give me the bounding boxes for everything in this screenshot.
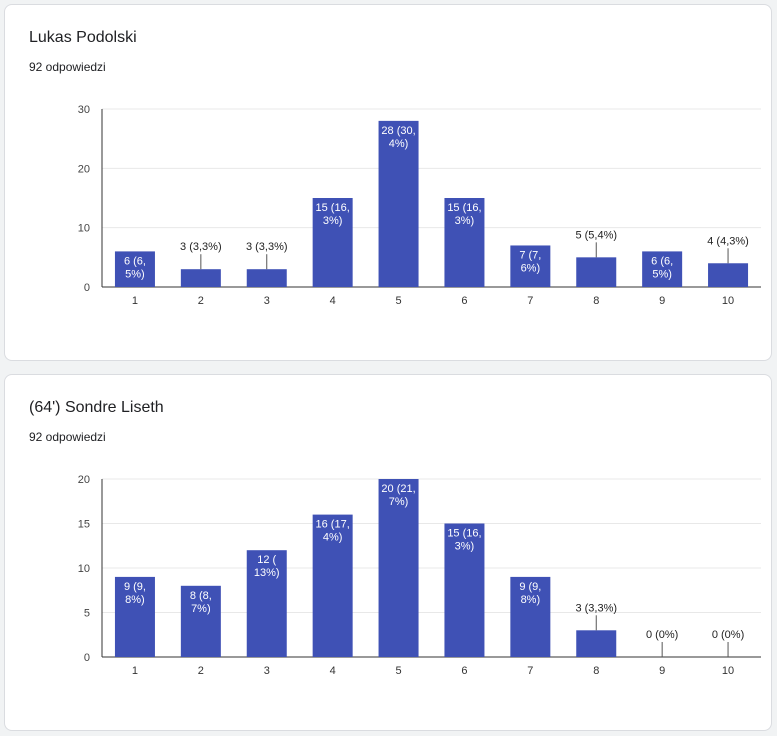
y-tick-label: 10 bbox=[78, 223, 90, 235]
bar bbox=[576, 630, 617, 657]
x-tick-label: 3 bbox=[264, 295, 270, 307]
bar bbox=[114, 576, 155, 657]
x-tick-label: 5 bbox=[395, 665, 401, 677]
x-tick-label: 4 bbox=[330, 295, 336, 307]
data-label: 7%) bbox=[191, 603, 211, 615]
data-label: 3 (3,3%) bbox=[575, 602, 617, 614]
data-label: 8%) bbox=[521, 594, 541, 606]
bar bbox=[312, 514, 353, 657]
bar bbox=[444, 523, 485, 657]
data-label: 6%) bbox=[521, 262, 541, 274]
bar bbox=[312, 198, 353, 287]
question-card-liseth: (64') Sondre Liseth 92 odpowiedzi 0 5 10 15… bbox=[4, 374, 772, 731]
y-tick-label: 15 bbox=[78, 519, 90, 531]
y-tick-label: 0 bbox=[84, 652, 90, 664]
question-card-podolski: Lukas Podolski 92 odpowiedzi 0 10 20 30 1 6 (… bbox=[4, 4, 772, 361]
y-tick-label: 20 bbox=[78, 163, 90, 175]
x-tick-label: 8 bbox=[593, 295, 599, 307]
y-tick-label: 20 bbox=[78, 474, 90, 486]
data-label: 7 (7, bbox=[519, 249, 541, 261]
data-label: 3 (3,3%) bbox=[246, 241, 288, 253]
x-tick-label: 6 bbox=[461, 295, 467, 307]
data-label: 6 (6, bbox=[651, 255, 673, 267]
x-tick-label: 7 bbox=[527, 295, 533, 307]
x-tick-label: 8 bbox=[593, 665, 599, 677]
bar bbox=[642, 251, 683, 287]
response-count: 92 odpowiedzi bbox=[29, 60, 106, 74]
data-label: 9 (9, bbox=[519, 581, 541, 593]
question-title: Lukas Podolski bbox=[29, 29, 137, 46]
data-label: 15 (16, bbox=[447, 202, 481, 214]
data-label: 12 ( bbox=[257, 554, 276, 566]
data-label: 4%) bbox=[389, 138, 409, 150]
bar bbox=[246, 269, 287, 287]
bar bbox=[180, 585, 221, 657]
x-tick-label: 3 bbox=[264, 665, 270, 677]
data-label: 4%) bbox=[323, 532, 343, 544]
bar bbox=[510, 576, 551, 657]
bar bbox=[180, 269, 221, 287]
data-label: 9 (9, bbox=[124, 581, 146, 593]
bar bbox=[114, 251, 155, 287]
x-tick-label: 9 bbox=[659, 295, 665, 307]
bar bbox=[378, 120, 419, 287]
data-label: 5%) bbox=[652, 268, 672, 280]
bar bbox=[708, 263, 749, 287]
x-tick-label: 5 bbox=[395, 295, 401, 307]
data-label: 6 (6, bbox=[124, 255, 146, 267]
x-tick-label: 2 bbox=[198, 665, 204, 677]
x-tick-label: 2 bbox=[198, 295, 204, 307]
data-label: 4 (4,3%) bbox=[707, 235, 749, 247]
x-tick-label: 9 bbox=[659, 665, 665, 677]
data-label: 0 (0%) bbox=[646, 629, 678, 641]
bar bbox=[576, 257, 617, 287]
data-label: 3%) bbox=[455, 215, 475, 227]
data-label: 5 (5,4%) bbox=[575, 229, 617, 241]
bar bbox=[246, 550, 287, 657]
x-tick-label: 10 bbox=[722, 665, 734, 677]
x-tick-label: 7 bbox=[527, 665, 533, 677]
data-label: 3%) bbox=[323, 215, 343, 227]
bar bbox=[510, 245, 551, 287]
data-label: 7%) bbox=[389, 496, 409, 508]
data-label: 8%) bbox=[125, 594, 145, 606]
data-label: 15 (16, bbox=[316, 202, 350, 214]
x-tick-label: 1 bbox=[132, 295, 138, 307]
x-tick-label: 10 bbox=[722, 295, 734, 307]
y-tick-label: 5 bbox=[84, 608, 90, 620]
question-title: (64') Sondre Liseth bbox=[29, 399, 164, 416]
bar bbox=[444, 198, 485, 287]
x-tick-label: 4 bbox=[330, 665, 336, 677]
data-label: 3%) bbox=[455, 541, 475, 553]
data-label: 16 (17, bbox=[316, 519, 350, 531]
x-tick-label: 6 bbox=[461, 665, 467, 677]
x-tick-label: 1 bbox=[132, 665, 138, 677]
y-tick-label: 0 bbox=[84, 282, 90, 294]
data-label: 8 (8, bbox=[190, 590, 212, 602]
data-label: 13%) bbox=[254, 567, 280, 579]
data-label: 28 (30, bbox=[381, 125, 415, 137]
data-label: 15 (16, bbox=[447, 528, 481, 540]
data-label: 0 (0%) bbox=[712, 629, 744, 641]
bar bbox=[378, 479, 419, 657]
data-label: 3 (3,3%) bbox=[180, 241, 222, 253]
y-tick-label: 30 bbox=[78, 104, 90, 116]
y-tick-label: 10 bbox=[78, 563, 90, 575]
data-label: 5%) bbox=[125, 268, 145, 280]
response-count: 92 odpowiedzi bbox=[29, 430, 106, 444]
data-label: 20 (21, bbox=[381, 483, 415, 495]
